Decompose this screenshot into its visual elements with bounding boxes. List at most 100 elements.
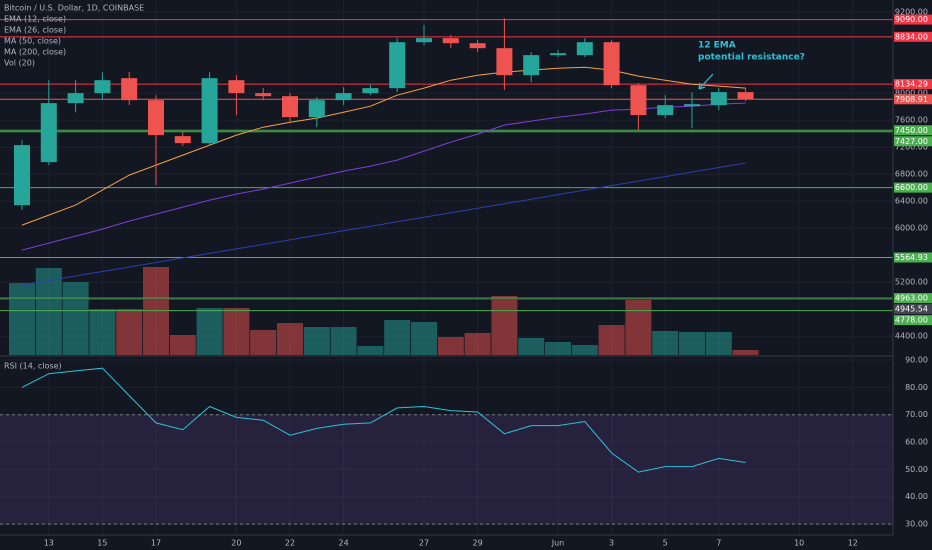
x-tick-label: 27 [419,539,429,548]
volume-bar [169,335,196,355]
level-label-box [894,293,932,304]
x-tick-label: 20 [231,539,241,548]
volume-bar [491,296,518,355]
chart-title: Bitcoin / U.S. Dollar, 1D, COINBASE [4,4,144,13]
x-tick-label: 7 [716,539,721,548]
x-tick-label: 24 [339,539,349,548]
y-tick-label: 4400.00 [895,332,928,341]
candle-body [14,145,30,206]
volume-bar [437,337,464,355]
y-tick-label: 7200.00 [895,143,928,152]
x-tick-label: 3 [609,539,614,548]
volume-bar [625,300,652,355]
candle-body [416,38,432,43]
level-label: 4778.00 [895,316,928,325]
legend-entry: EMA (26, close) [4,26,66,35]
volume-bar [196,308,223,355]
candle-body [121,78,138,101]
level-label-box [894,182,932,193]
candle-body [442,38,459,44]
volume-bar [116,309,143,355]
level-label-box [894,315,932,326]
candle-body [255,93,272,97]
candle-body [94,80,111,94]
volume-bar [330,327,357,355]
candle-body [576,42,593,56]
level-label: 7450.00 [895,126,928,135]
rsi-tick-label: 80.00 [905,383,928,392]
volume-bar [545,342,571,355]
candle-body [67,93,84,104]
y-tick-label: 7600.00 [895,116,928,125]
indicator-line [21,162,746,286]
indicator-line [21,66,746,226]
level-label: 7427.00 [895,137,928,146]
volume-bar [571,345,598,355]
level-label: 4945.54 [895,305,928,314]
rsi-tick-label: 30.00 [905,520,928,529]
plot [0,18,893,525]
y-tick-label: 8000.00 [895,89,928,98]
volume-bar [598,325,625,355]
rsi-tick-label: 90.00 [905,356,928,365]
rsi-line [21,367,746,473]
volume-bar [464,333,491,355]
annotation: potential resistance? [698,53,805,63]
x-tick-label: Jun [551,539,565,548]
annotation: 12 EMA [698,41,736,51]
candle-body [389,42,406,89]
candle-body [335,93,352,101]
rsi-tick-label: 70.00 [905,410,928,419]
candle-body [40,103,57,163]
level-label-box [894,304,932,315]
candle-body [201,78,218,144]
candle-body [710,92,727,106]
level-label: 8834.00 [895,32,928,41]
candle-body [148,100,164,136]
volume-bar [384,320,411,355]
legend-entry: Vol (20) [4,59,35,68]
y-tick-label: 6000.00 [895,224,928,233]
x-tick-label: 22 [285,539,295,548]
level-label: 9090.00 [895,15,928,24]
volume-bar [357,346,384,355]
rsi-tick-label: 50.00 [905,465,928,474]
volume-bar [62,282,89,355]
candle-body [630,85,647,116]
rsi-legend: RSI (14, close) [4,362,62,371]
y-tick-label: 6400.00 [895,197,928,206]
candle-body [362,88,379,94]
y-tick-label: 9200.00 [895,8,928,17]
annotation-arrowhead [698,82,706,90]
level-label-box [894,136,932,147]
candle-body [550,53,566,56]
volume-bar [652,331,679,355]
candle-body [657,105,674,116]
level-label: 4963.00 [895,294,928,303]
y-tick-label: 6800.00 [895,170,928,179]
rsi-tick-label: 60.00 [905,438,928,447]
y-tick-label: 5200.00 [895,278,928,287]
x-tick-label: 10 [794,539,804,548]
x-tick-label: 17 [151,539,161,548]
x-tick-label: 15 [97,539,107,548]
volume-bar [250,330,277,355]
volume-bar [277,323,303,355]
volume-bar [89,309,116,355]
level-label-box [894,94,932,105]
candle-body [496,48,513,76]
volume-bar [223,308,250,355]
x-tick-label: 12 [848,539,858,548]
level-label-box [894,125,932,136]
x-tick-label: 5 [663,539,668,548]
candle-body [469,43,486,49]
candle-body [174,136,191,144]
candle-body [737,92,754,100]
level-label: 7908.91 [895,95,928,104]
level-label: 6600.00 [895,183,928,192]
candle-body [603,42,620,86]
level-label-box [894,31,932,42]
volume-bar [679,332,705,355]
rsi-band [0,414,893,525]
